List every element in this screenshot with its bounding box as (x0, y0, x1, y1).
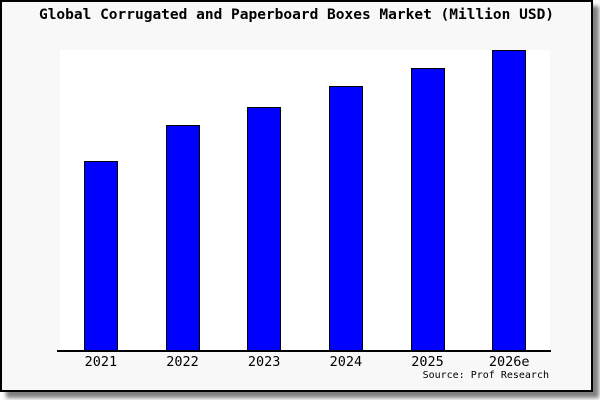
bar-2024 (328, 86, 363, 350)
x-tick-label-2023: 2023 (247, 354, 281, 370)
bar-2021 (83, 161, 118, 350)
chart-frame: Global Corrugated and Paperboard Boxes M… (0, 0, 593, 392)
x-tick-label-2024: 2024 (329, 354, 363, 370)
x-tick-label-2021: 2021 (84, 354, 118, 370)
plot-area (60, 50, 550, 350)
x-tick-label-2022: 2022 (166, 354, 199, 370)
source-caption: Source: Prof Research (422, 370, 549, 381)
x-axis-line (57, 350, 551, 352)
bar-2026e (492, 50, 527, 350)
bar-2022 (165, 125, 200, 350)
x-tick-label-2026e: 2026e (488, 354, 530, 370)
x-tick-label-2025: 2025 (411, 354, 444, 370)
bar-2023 (247, 107, 282, 350)
bar-2025 (410, 68, 445, 350)
chart-title: Global Corrugated and Paperboard Boxes M… (38, 7, 555, 23)
